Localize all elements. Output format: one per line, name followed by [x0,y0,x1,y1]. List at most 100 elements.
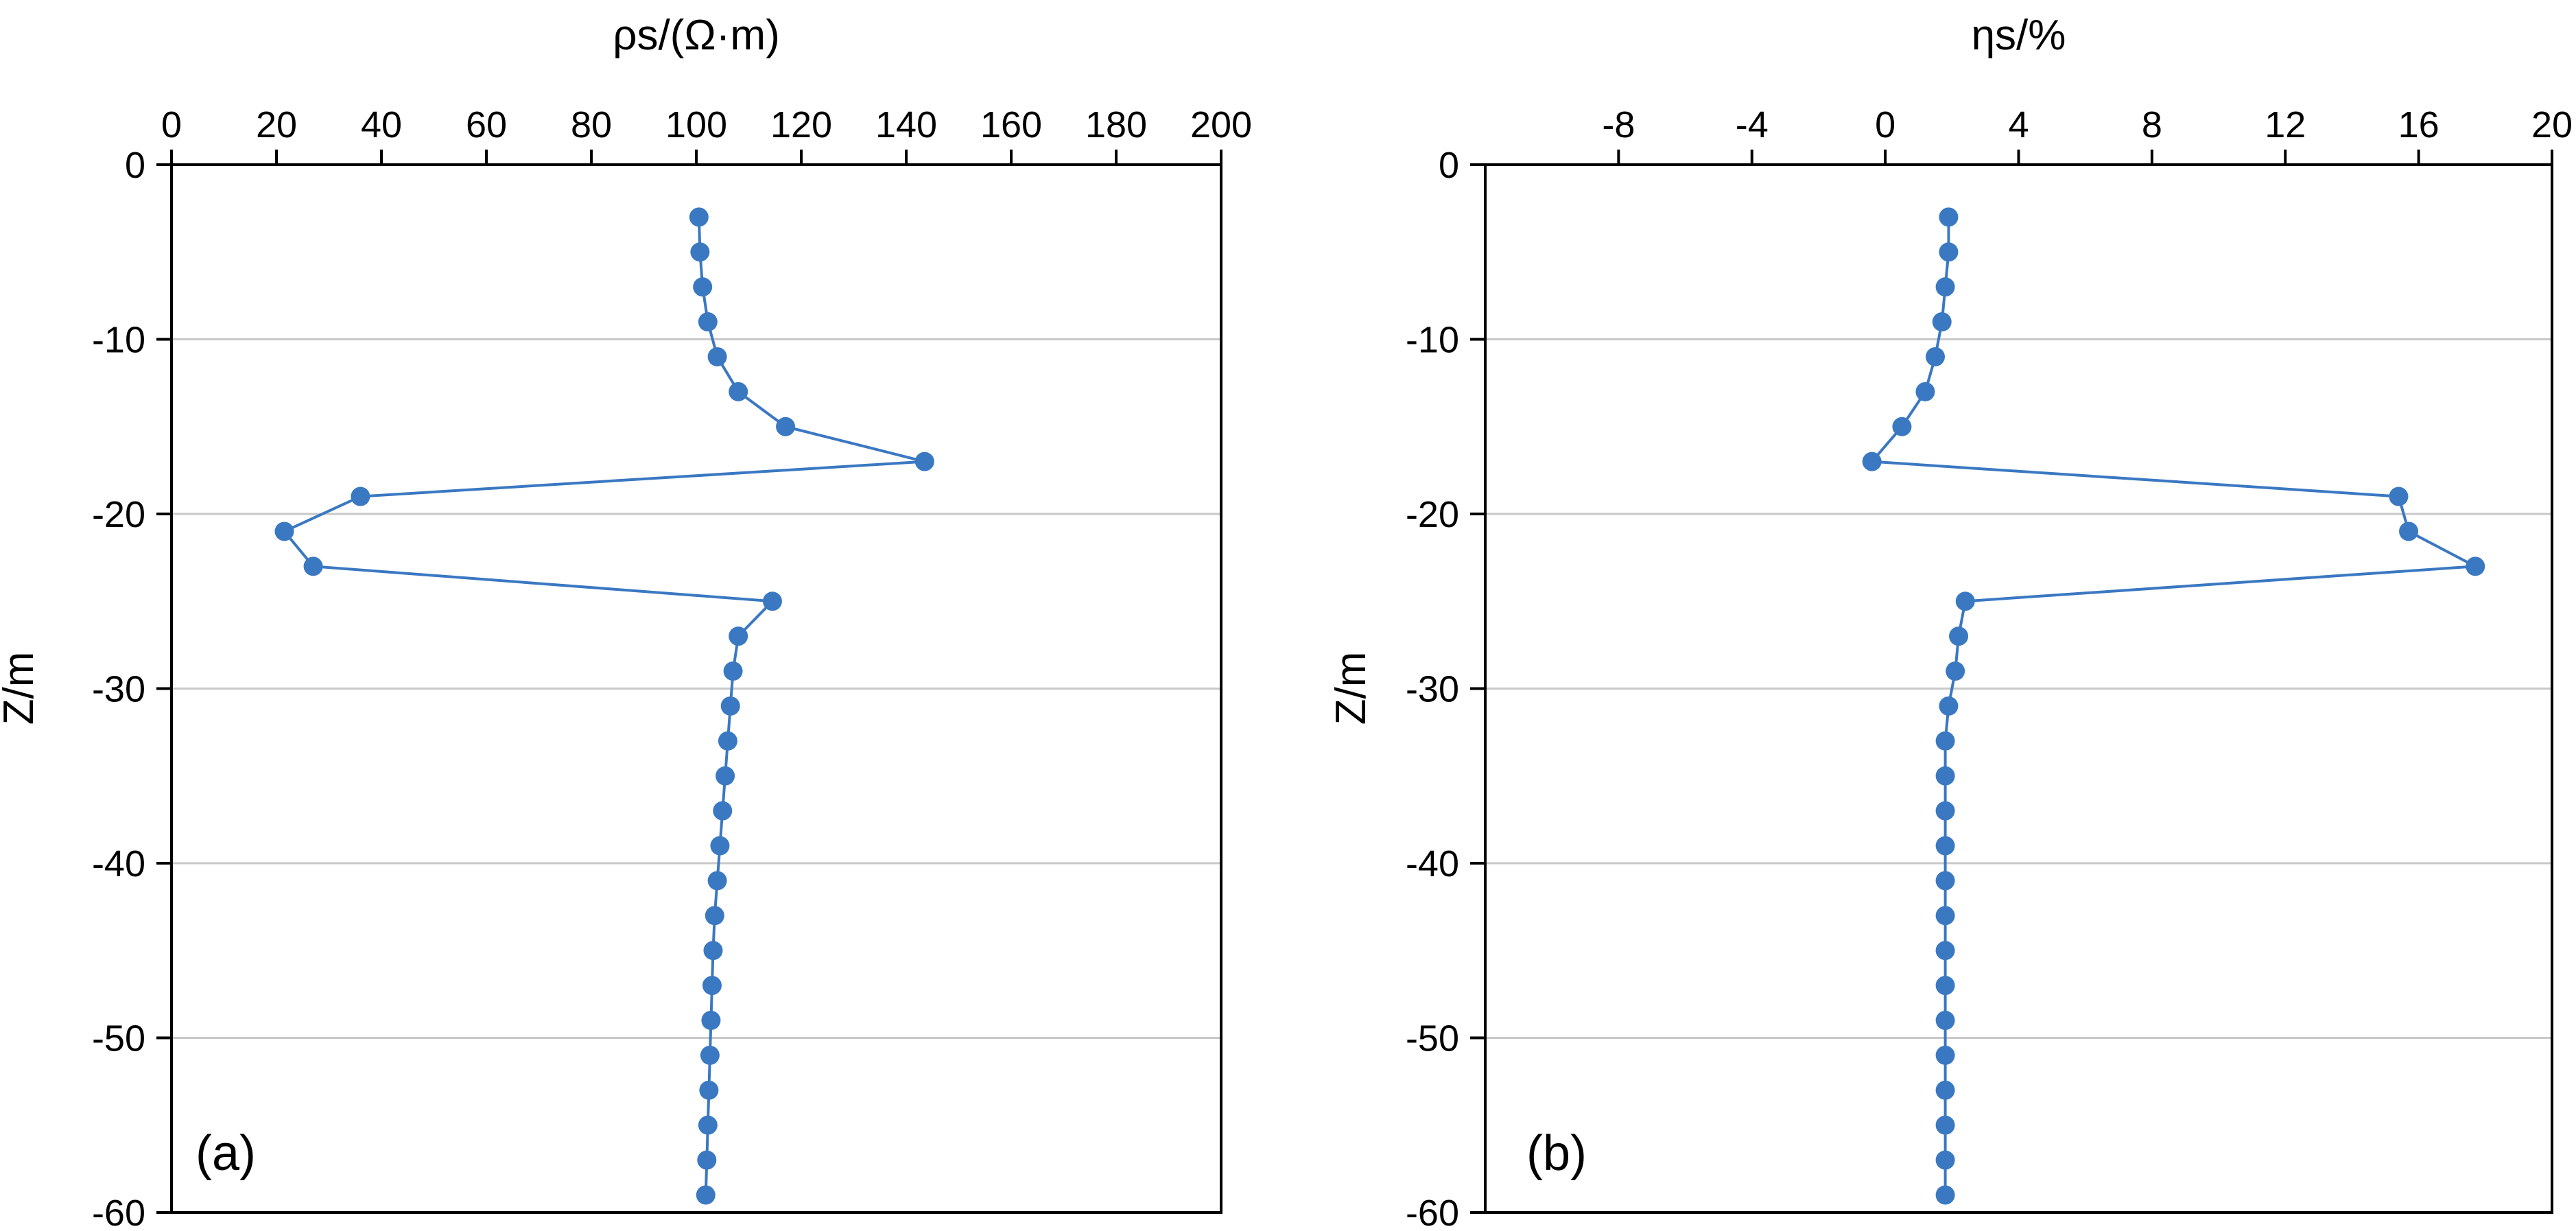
data-point [1935,871,1955,891]
x-tick-label: 0 [161,104,182,145]
x-tick-label: 40 [361,104,402,145]
data-point [1935,801,1955,821]
x-tick-label: 12 [2265,104,2306,145]
x-tick-label: 20 [2531,104,2573,145]
data-point [1935,906,1955,926]
data-point [1915,382,1935,401]
data-point [699,1080,719,1100]
data-point [1935,1115,1955,1135]
data-point [703,941,723,961]
data-point [705,906,724,926]
chart-panel-a: 0 -10 -20 -30 -40 -50 -60 0 20 40 60 80 100 120 140 160… [0,12,1252,1231]
data-point [723,661,743,681]
y-tick-label: -60 [1406,1193,1459,1231]
data-point [718,731,737,751]
data-point [707,871,727,891]
plot-frame [1484,163,2553,1214]
y-tick-label: -40 [92,843,145,884]
y-tick-label: -60 [92,1193,145,1231]
data-point [1935,1045,1955,1065]
y-tick-label: -30 [92,669,145,710]
data-point [2389,486,2409,506]
data-point [720,696,740,716]
x-tick-label: 140 [875,104,937,145]
y-tick-label: -10 [1406,320,1459,361]
x-tick-label: -4 [1736,104,1769,145]
data-point [2466,556,2485,576]
y-tick-label: -40 [1406,843,1459,884]
x-tick-label: 0 [1875,104,1895,145]
data-point [2399,521,2419,541]
x-tick-label: 4 [2008,104,2029,145]
data-point [1939,207,1959,227]
x-tick-label: 160 [980,104,1042,145]
data-point [1862,452,1882,471]
series-line [1869,217,2481,1195]
data-point [1939,696,1959,716]
plot-frame [170,163,1222,1214]
data-point [1935,1185,1955,1205]
y-tick-label: 0 [125,145,145,186]
data-point [762,591,782,611]
data-point [1949,626,1969,646]
data-point [702,976,722,996]
data-point [1935,277,1955,297]
x-tick-label: 200 [1190,104,1252,145]
y-axis-title: Z/m [1327,652,1375,725]
data-point [710,836,730,856]
x-tick-label: 20 [256,104,297,145]
x-axis-title: ρs/(Ω·m) [613,12,779,59]
data-point [701,1011,721,1031]
x-tick-label: 8 [2142,104,2162,145]
y-tick-label: -50 [1406,1018,1459,1059]
y-tick-label: -20 [1406,494,1459,535]
data-point [274,521,294,541]
data-point [690,242,710,262]
data-point [716,766,735,786]
panel-label: (a) [196,1126,256,1181]
data-point [689,207,709,227]
data-point [729,626,748,646]
data-point [1946,661,1965,681]
y-axis-title: Z/m [0,652,43,725]
data-point [693,277,713,297]
x-tick-label: 80 [571,104,612,145]
data-point [303,556,323,576]
data-point [707,347,727,366]
data-point [1935,766,1955,786]
y-tick-label: -50 [92,1018,145,1059]
data-point [698,1115,718,1135]
x-tick-label: -8 [1602,104,1635,145]
y-tick-label: -20 [92,494,145,535]
y-tick-label: 0 [1439,145,1459,186]
data-point [696,1185,716,1205]
x-tick-label: 120 [770,104,832,145]
data-point [1935,1150,1955,1170]
x-tick-label: 16 [2398,104,2439,145]
series-line [282,217,925,1195]
data-point [1935,976,1955,996]
x-axis-title: ηs/% [1972,12,2066,59]
data-point [1935,836,1955,856]
data-point [1935,1011,1955,1031]
data-point [698,312,718,332]
data-point [729,382,748,401]
data-point [914,452,934,471]
data-point [700,1045,720,1065]
chart-panel-b: 0-10-20-30-40-50-60-8 -4 0 4 8 12 16 20ηs/%Z/m(… [1327,12,2573,1231]
data-point [1892,417,1912,436]
panel-label: (b) [1526,1126,1587,1181]
data-point [1926,347,1946,366]
data-point [1955,591,1975,611]
y-tick-label: -30 [1406,669,1459,710]
data-point [1935,731,1955,751]
data-point [1939,242,1959,262]
x-tick-label: 60 [466,104,507,145]
data-point [1935,1080,1955,1100]
data-point [351,486,370,506]
y-tick-label: -10 [92,320,145,361]
x-tick-label: 180 [1085,104,1147,145]
data-point [1932,312,1952,332]
data-point [776,417,796,436]
